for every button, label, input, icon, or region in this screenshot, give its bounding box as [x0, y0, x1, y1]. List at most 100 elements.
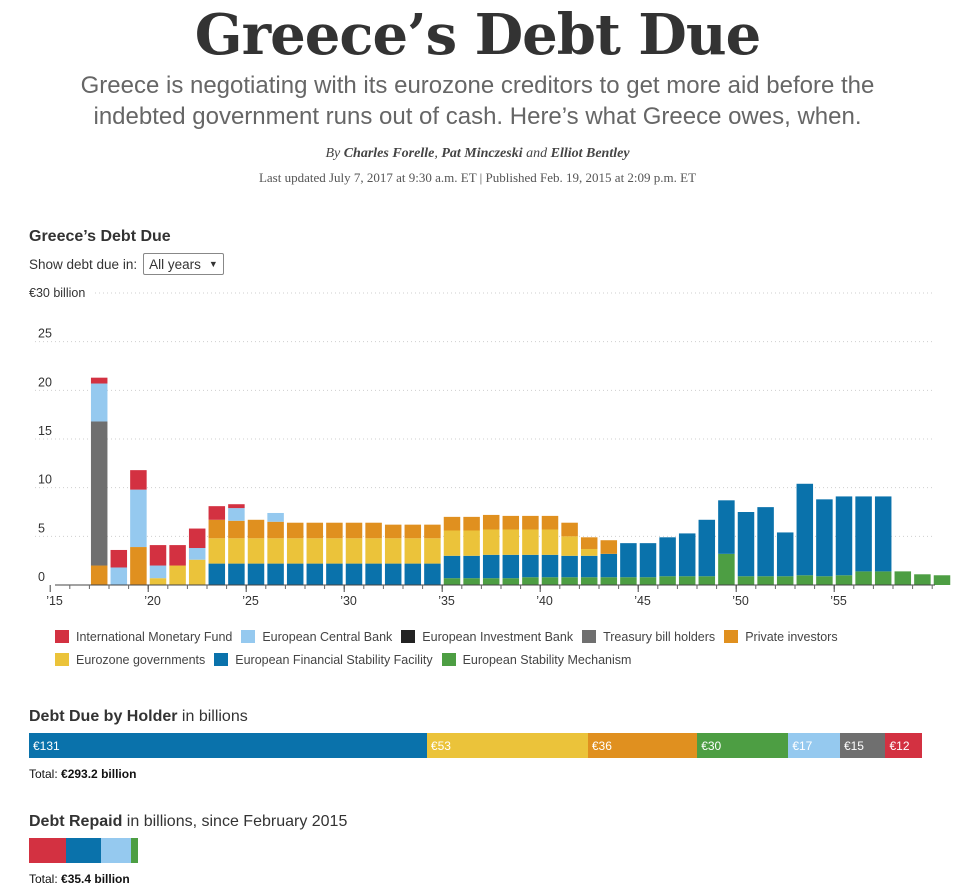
bar-segment-eurozone-2042: [580, 548, 598, 556]
filter-label: Show debt due in:: [29, 256, 138, 272]
author-2: Pat Minczeski: [441, 146, 523, 161]
bar-segment-eurozone-2035: [443, 530, 461, 556]
filter-row: Show debt due in: All years ▼: [29, 253, 224, 275]
y-tick-label: 15: [38, 424, 52, 438]
y-tick-label: 25: [38, 327, 52, 341]
x-tick-label: ’50: [732, 594, 749, 608]
bar-segment-esm-2059: [914, 574, 931, 585]
holder-segment-efsf: €131: [29, 733, 427, 758]
legend-item-eib: European Investment Bank: [401, 629, 573, 644]
bar-segment-esm-2050: [737, 576, 755, 585]
bar-segment-imf-2024: [228, 504, 245, 509]
holders-title-strong: Debt Due by Holder: [29, 708, 178, 725]
x-tick-label: ’55: [830, 594, 847, 608]
x-tick-label: ’25: [242, 594, 259, 608]
bar-segment-esm-2046: [659, 576, 676, 585]
holder-segment-private: €36: [587, 733, 698, 758]
bar-segment-efsf-2030: [345, 563, 363, 585]
byline-and: and: [526, 146, 548, 161]
repaid-total-value: €35.4 billion: [61, 872, 130, 886]
bar-segment-efsf-2034: [424, 563, 441, 585]
legend-item-esm: European Stability Mechanism: [441, 652, 632, 667]
bar-segment-esm-2049: [718, 553, 735, 585]
x-tick-label: ’40: [536, 594, 553, 608]
chart-legend: International Monetary Fund European Cent…: [55, 629, 915, 667]
timestamp: Last updated July 7, 2017 at 9:30 a.m. E…: [258, 170, 697, 185]
bar-segment-private-2026: [267, 521, 284, 539]
bar-segment-eurozone-2034: [424, 538, 441, 564]
bar-segment-private-2023: [208, 519, 226, 539]
bar-segment-imf-2017: [90, 377, 108, 384]
bar-segment-esm-2040: [541, 577, 559, 585]
bar-segment-efsf-2023: [208, 563, 226, 585]
bar-segment-eurozone-2028: [306, 538, 324, 564]
bar-segment-eurozone-2037: [482, 529, 500, 555]
holders-total-label: Total:: [29, 767, 58, 781]
x-tick-label: ’20: [144, 594, 161, 608]
legend-label-esm: European Stability Mechanism: [462, 652, 632, 667]
legend-item-private: Private investors: [724, 629, 838, 644]
chart-title: Greece’s Debt Due: [29, 228, 171, 245]
bar-segment-private-2025: [247, 519, 265, 539]
bar-segment-efsf-2032: [384, 563, 402, 585]
bar-segment-eurozone-2029: [326, 538, 343, 564]
bar-segment-private-2037: [482, 514, 500, 530]
repaid-total-label: Total:: [29, 872, 58, 886]
bar-segment-esm-2041: [561, 577, 578, 585]
holder-segment-ecb: €17: [788, 733, 840, 758]
bar-segment-efsf-2040: [541, 554, 559, 578]
year-filter-select[interactable]: All years ▼: [143, 253, 224, 275]
bar-segment-efsf-2050: [737, 512, 755, 577]
bar-segment-eurozone-2026: [267, 538, 284, 564]
bar-segment-esm-2036: [463, 578, 480, 585]
bar-segment-efsf-2044: [620, 543, 637, 578]
bar-segment-esm-2057: [874, 571, 892, 585]
bar-segment-eurozone-2023: [208, 538, 226, 564]
bar-segment-efsf-2027: [286, 563, 304, 585]
bar-segment-efsf-2029: [326, 563, 343, 585]
legend-label-tbill: Treasury bill holders: [603, 629, 716, 644]
legend-label-private: Private investors: [745, 629, 838, 644]
bar-segment-efsf-2025: [247, 563, 265, 585]
bar-segment-esm-2038: [502, 578, 520, 585]
author-3: Elliot Bentley: [550, 146, 630, 161]
bar-segment-private-2031: [365, 522, 382, 539]
bar-segment-eurozone-2033: [404, 538, 422, 564]
bar-segment-esm-2039: [522, 577, 539, 585]
bar-segment-ecb-2020: [149, 565, 167, 579]
bar-segment-private-2043: [600, 540, 618, 554]
bar-segment-private-2035: [443, 516, 461, 531]
bar-segment-efsf-2041: [561, 555, 578, 578]
bar-segment-efsf-2031: [365, 563, 382, 585]
legend-item-eurozone: Eurozone governments: [55, 652, 205, 667]
repaid-segment-imf: [29, 838, 67, 863]
y-top-label: €30 billion: [29, 286, 85, 300]
x-tick-label: ’45: [634, 594, 651, 608]
x-tick-label: ’35: [438, 594, 455, 608]
bar-segment-esm-2044: [620, 577, 637, 585]
bar-segment-efsf-2047: [678, 533, 696, 577]
author-1: Charles Forelle: [343, 146, 435, 161]
bar-segment-efsf-2053: [796, 483, 814, 576]
bar-segment-eurozone-2021: [169, 565, 186, 585]
chevron-down-icon: ▼: [208, 259, 218, 269]
bar-segment-efsf-2037: [482, 554, 500, 579]
byline: By Charles Forelle, Pat Minczeski and El…: [0, 146, 955, 162]
bar-segment-ecb-2019: [130, 489, 147, 548]
bar-segment-eurozone-2040: [541, 529, 559, 555]
bar-segment-efsf-2046: [659, 537, 676, 577]
bar-segment-efsf-2043: [600, 553, 618, 578]
bar-segment-efsf-2055: [835, 496, 853, 576]
legend-label-imf: International Monetary Fund: [76, 629, 233, 644]
bar-segment-eurozone-2041: [561, 536, 578, 556]
bar-segment-efsf-2039: [522, 554, 539, 578]
bar-segment-imf-2020: [149, 545, 167, 566]
legend-item-tbill: Treasury bill holders: [582, 629, 715, 644]
legend-swatch-imf: [55, 630, 69, 643]
bar-segment-imf-2022: [188, 528, 206, 549]
y-tick-label: 5: [38, 521, 45, 535]
bar-segment-eurozone-2030: [345, 538, 363, 564]
page-dek: Greece is negotiating with its eurozone …: [80, 72, 875, 130]
bar-segment-private-2024: [228, 520, 245, 539]
bar-segment-esm-2042: [580, 577, 598, 585]
